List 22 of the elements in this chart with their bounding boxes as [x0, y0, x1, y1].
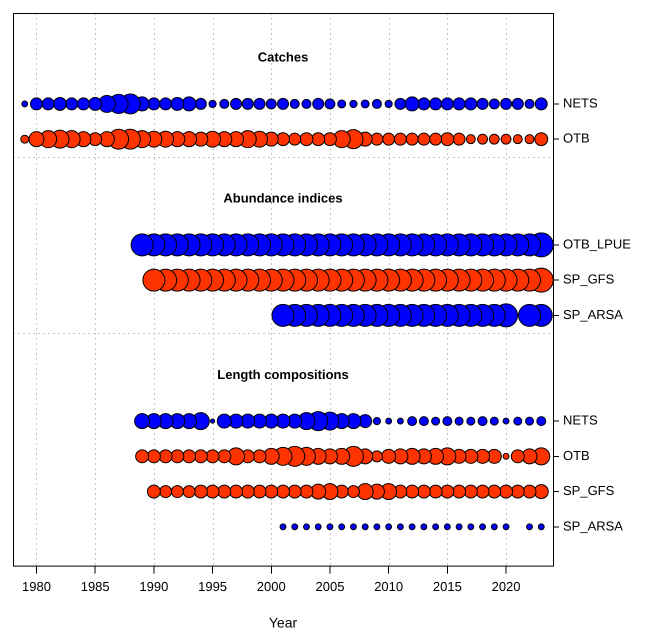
y-tick-label: NETS: [563, 96, 598, 111]
x-tick-label: 1985: [80, 578, 110, 594]
y-tick-label: OTB_LPUE: [563, 236, 632, 252]
y-tick-label: OTB: [563, 130, 590, 146]
y-tick-label: OTB: [563, 448, 590, 463]
x-axis-title: Year: [268, 614, 298, 630]
x-tick-label: 1995: [198, 578, 228, 594]
x-tick-label: 1990: [139, 578, 168, 594]
y-tick-label: SP_GFS: [563, 483, 615, 498]
y-tick-label: SP_ARSA: [563, 306, 624, 322]
y-tick-label: NETS: [563, 412, 598, 428]
x-tick-label: 1980: [22, 578, 51, 594]
y-tick-label: SP_GFS: [563, 272, 615, 287]
annotation: Catches: [258, 50, 308, 65]
x-tick-label: 2000: [256, 578, 286, 594]
x-tick-label: 2005: [315, 578, 344, 594]
x-tick-label: 2015: [432, 578, 462, 594]
annotation: Abundance indices: [223, 190, 343, 206]
y-tick-label: SP_ARSA: [563, 518, 624, 534]
annotation: Length compositions: [217, 366, 349, 382]
x-tick-label: 2010: [374, 578, 404, 594]
x-tick-label: 2020: [492, 578, 521, 594]
